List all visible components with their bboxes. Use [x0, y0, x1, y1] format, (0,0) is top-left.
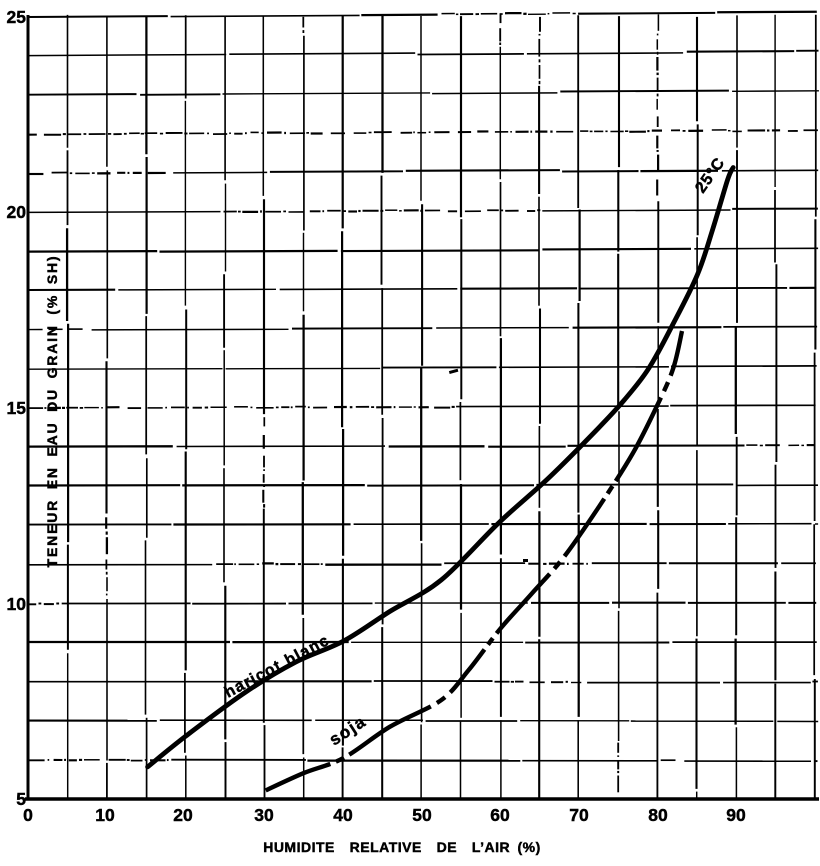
svg-text:20: 20: [173, 805, 193, 825]
svg-text:10: 10: [7, 594, 27, 614]
svg-text:20: 20: [7, 202, 27, 222]
svg-text:90: 90: [726, 805, 746, 825]
svg-text:5: 5: [16, 789, 26, 809]
svg-text:TENEUR EN EAU DU GRAIN (% SH): TENEUR EN EAU DU GRAIN (% SH): [44, 255, 60, 568]
svg-text:25: 25: [7, 7, 27, 27]
svg-text:70: 70: [569, 805, 589, 825]
svg-text:HUMIDITE RELATIVE DE L’AIR: HUMIDITE RELATIVE DE L’AIR (%): [263, 839, 541, 855]
svg-text:15: 15: [7, 398, 27, 418]
svg-text:60: 60: [490, 805, 510, 825]
svg-text:80: 80: [648, 805, 668, 825]
svg-text:30: 30: [254, 805, 274, 825]
svg-text:40: 40: [333, 805, 353, 825]
svg-text:0: 0: [23, 805, 33, 825]
svg-text:10: 10: [95, 805, 115, 825]
svg-text:50: 50: [412, 805, 432, 825]
